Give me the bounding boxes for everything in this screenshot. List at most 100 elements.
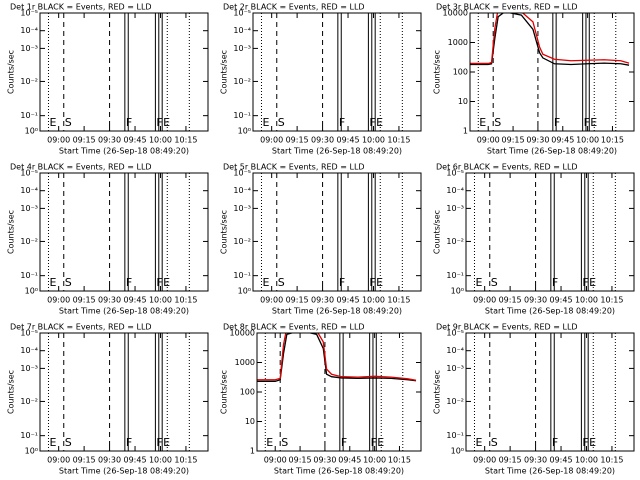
y-tick-label: 10⁻²	[446, 237, 464, 246]
x-tick-label: 09:00	[260, 136, 283, 145]
y-axis-label: Counts/sec	[220, 370, 229, 414]
event-label: E	[163, 436, 170, 449]
x-tick-label: 09:15	[499, 456, 522, 465]
x-tick-label: 10:00	[575, 456, 598, 465]
panel: Det 8r BLACK = Events, RED = LLD Counts/s…	[220, 323, 422, 476]
x-tick-label: 09:30	[524, 296, 547, 305]
x-tick-label: 09:00	[473, 296, 496, 305]
series-line	[470, 13, 630, 65]
x-tick-label: 09:00	[260, 296, 283, 305]
y-tick-label: 10⁰	[25, 287, 38, 296]
event-label: F	[126, 116, 132, 129]
event-label: F	[371, 436, 377, 449]
x-axis-label: Start Time (26-Sep-18 08:49:20)	[487, 147, 617, 156]
plot-frame	[39, 12, 209, 132]
y-tick-label: 10⁻²	[20, 397, 38, 406]
series-line	[257, 333, 417, 381]
event-label: E	[49, 116, 56, 129]
y-tick-label: 10⁻¹	[20, 111, 38, 120]
x-tick-label: 09:15	[502, 136, 525, 145]
x-tick-label: 09:15	[73, 296, 96, 305]
event-label: E	[266, 436, 273, 449]
y-tick-label: 10⁻⁵	[446, 169, 464, 178]
y-tick-label: 10⁻²	[20, 237, 38, 246]
y-tick-label: 100	[453, 68, 468, 77]
x-tick-label: 10:15	[174, 296, 197, 305]
y-tick-label: 10⁻²	[233, 237, 251, 246]
y-tick-label: 10⁰	[451, 287, 464, 296]
y-tick-label: 10⁻²	[446, 397, 464, 406]
event-label: E	[376, 276, 383, 289]
event-label: F	[369, 276, 375, 289]
x-tick-label: 09:00	[47, 296, 70, 305]
event-label: F	[339, 116, 345, 129]
event-label: F	[156, 276, 162, 289]
event-label: E	[589, 436, 596, 449]
event-label: E	[475, 276, 482, 289]
y-tick-label: 10⁻⁵	[233, 9, 251, 18]
y-tick-label: 10⁻⁴	[446, 186, 464, 195]
x-tick-label: 10:15	[600, 456, 623, 465]
event-label: S	[281, 436, 288, 449]
event-label: S	[491, 276, 498, 289]
y-tick-label: 10⁻³	[20, 364, 38, 373]
event-label: S	[494, 116, 501, 129]
x-tick-label: 10:00	[362, 296, 385, 305]
panel: Det 1r BLACK = Events, RED = LLD Counts/s…	[7, 3, 209, 156]
event-label: S	[65, 436, 72, 449]
y-tick-label: 10⁻⁴	[446, 346, 464, 355]
y-tick-label: 10⁻³	[446, 364, 464, 373]
plot-frame	[256, 332, 422, 452]
event-label: F	[369, 116, 375, 129]
event-label: E	[475, 436, 482, 449]
x-tick-label: 09:30	[311, 136, 334, 145]
event-label: F	[341, 436, 347, 449]
y-tick-label: 1	[463, 127, 468, 136]
y-tick-label: 10⁻³	[446, 204, 464, 213]
event-label: E	[163, 116, 170, 129]
x-axis-label: Start Time (26-Sep-18 08:49:20)	[485, 307, 615, 316]
event-label: F	[552, 436, 558, 449]
y-tick-label: 10⁻¹	[446, 431, 464, 440]
x-axis-label: Start Time (26-Sep-18 08:49:20)	[274, 467, 404, 476]
x-axis-label: Start Time (26-Sep-18 08:49:20)	[485, 467, 615, 476]
x-tick-label: 10:00	[362, 136, 385, 145]
event-label: E	[376, 116, 383, 129]
event-label: F	[552, 276, 558, 289]
x-tick-label: 10:00	[149, 136, 172, 145]
y-tick-label: 10⁻¹	[20, 271, 38, 280]
panel-title: Det 1r BLACK = Events, RED = LLD	[10, 3, 152, 12]
y-tick-label: 10⁻⁵	[20, 329, 38, 338]
plot-frame	[39, 172, 209, 292]
x-tick-label: 09:45	[123, 296, 146, 305]
plot-frame	[252, 12, 422, 132]
event-label: F	[126, 276, 132, 289]
y-tick-label: 10⁰	[451, 447, 464, 456]
panel: Det 3r BLACK = Events, RED = LLD Counts/s…	[433, 3, 635, 156]
x-tick-label: 09:30	[524, 456, 547, 465]
x-tick-label: 09:30	[526, 136, 549, 145]
y-axis-label: Counts/sec	[433, 50, 442, 94]
event-label: E	[163, 276, 170, 289]
panel: Det 4r BLACK = Events, RED = LLD Counts/s…	[7, 163, 209, 316]
y-tick-label: 10⁻⁴	[20, 26, 38, 35]
y-tick-label: 10⁰	[238, 127, 251, 136]
x-tick-label: 09:30	[98, 296, 121, 305]
x-tick-label: 10:15	[388, 456, 411, 465]
x-tick-label: 09:45	[336, 296, 359, 305]
event-label: E	[377, 436, 384, 449]
y-tick-label: 10⁻⁴	[20, 186, 38, 195]
y-tick-label: 10⁻³	[233, 44, 251, 53]
panel: Det 5r BLACK = Events, RED = LLD Counts/s…	[220, 163, 422, 316]
event-label: F	[339, 276, 345, 289]
y-tick-label: 10⁻⁵	[446, 329, 464, 338]
y-tick-label: 10⁰	[25, 447, 38, 456]
x-tick-label: 09:45	[549, 296, 572, 305]
x-tick-label: 09:30	[98, 456, 121, 465]
y-tick-label: 1000	[448, 38, 468, 47]
y-tick-label: 10⁻⁴	[20, 346, 38, 355]
y-tick-label: 10⁻³	[20, 44, 38, 53]
y-tick-label: 10	[245, 417, 255, 426]
